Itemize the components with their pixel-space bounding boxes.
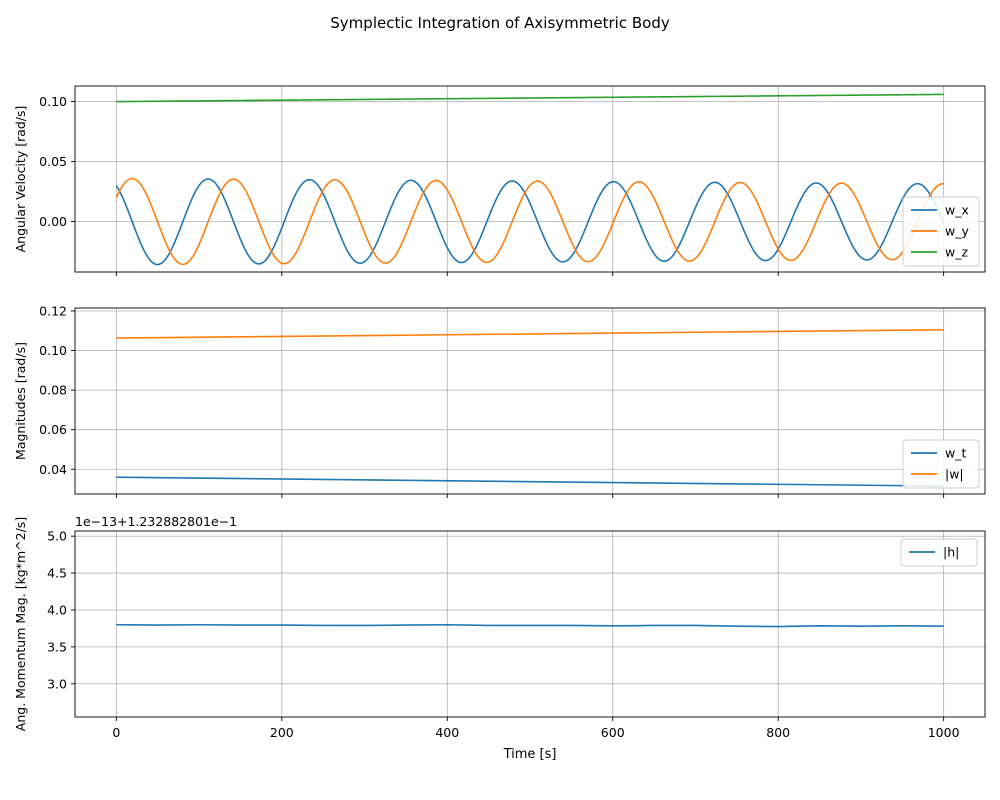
y-tick-label: 0.08 xyxy=(39,383,67,398)
series-line-w-t xyxy=(116,476,944,487)
angular-momentum-panel: 0 200 400 600 800 1000 3.0 3.5 4.0 4.5 5.0 Ang. Mom… xyxy=(13,514,986,740)
y-axis-label: Angular Velocity [rad/s] xyxy=(13,106,28,253)
y-tick-label: 3.0 xyxy=(47,676,67,691)
x-tick-label: 600 xyxy=(601,725,625,740)
legend-box xyxy=(902,439,980,489)
y-tick-label: 0.06 xyxy=(39,422,67,437)
legend: w_t |w| xyxy=(902,439,980,489)
legend: |h| xyxy=(900,538,978,567)
y-tick-label: 0.04 xyxy=(39,462,67,477)
legend-box xyxy=(900,538,978,567)
legend-label-h: |h| xyxy=(943,545,959,560)
series-line-h xyxy=(116,623,944,628)
legend-label-w-t: w_t xyxy=(945,446,966,461)
series-line-w-x xyxy=(115,178,945,266)
y-axis-label: Ang. Momentum Mag. [kg*m^2/s] xyxy=(13,517,28,731)
y-tick-label: 0.05 xyxy=(39,154,67,169)
plot-frame xyxy=(74,530,986,718)
y-offset-text: 1e−13+1.232882801e−1 xyxy=(75,514,237,529)
legend-label-w-z: w_z xyxy=(945,245,968,260)
y-tick-label: 3.5 xyxy=(47,639,67,654)
legend-box xyxy=(902,196,980,267)
legend: w_x w_y w_z xyxy=(902,196,980,267)
y-tick-label: 5.0 xyxy=(47,529,67,544)
y-tick-label: 0.00 xyxy=(39,214,67,229)
plot-frame xyxy=(74,85,986,273)
series-line-w xyxy=(116,328,944,339)
x-tick-label: 0 xyxy=(112,725,120,740)
legend-label-w: |w| xyxy=(945,467,964,482)
legend-label-w-y: w_y xyxy=(945,224,969,239)
y-tick-label: 4.0 xyxy=(47,602,67,617)
y-tick-label: 0.12 xyxy=(39,303,67,318)
series-line-w-y xyxy=(115,177,944,266)
y-tick-label: 0.10 xyxy=(39,94,67,109)
y-axis-label: Magnitudes [rad/s] xyxy=(13,342,28,460)
plot-frame xyxy=(74,307,986,495)
x-axis-label: Time [s] xyxy=(503,747,557,762)
figure-title: Symplectic Integration of Axisymmetric B… xyxy=(330,14,670,32)
magnitudes-panel: 0.04 0.06 0.08 0.10 0.12 Magnitudes [rad/s] w_… xyxy=(13,303,986,498)
x-tick-label: 1000 xyxy=(928,725,960,740)
x-tick-label: 800 xyxy=(766,725,790,740)
x-tick-label: 400 xyxy=(435,725,459,740)
y-tick-label: 4.5 xyxy=(47,566,67,581)
y-tick-label: 0.10 xyxy=(39,343,67,358)
series-line-w-z xyxy=(116,93,944,103)
x-tick-label: 200 xyxy=(270,725,294,740)
legend-label-w-x: w_x xyxy=(945,203,969,218)
